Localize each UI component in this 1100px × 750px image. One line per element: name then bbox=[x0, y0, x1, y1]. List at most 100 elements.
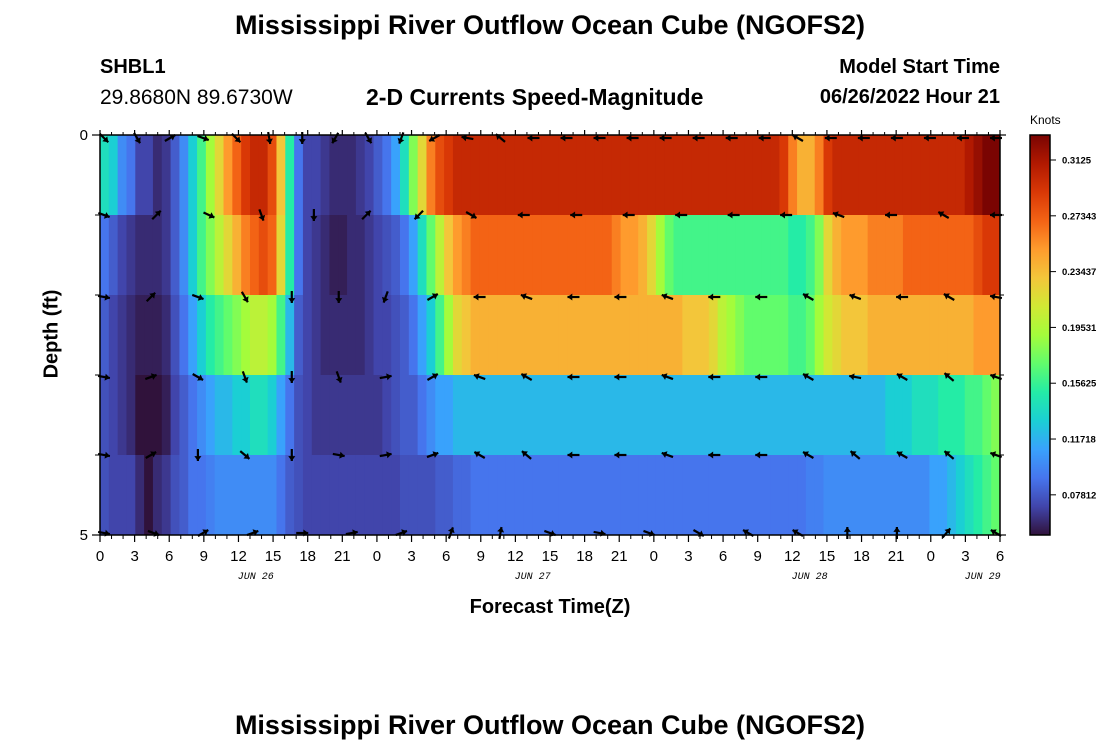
heatmap-cell bbox=[470, 135, 481, 216]
heatmap-cell bbox=[814, 375, 825, 456]
heatmap-cell bbox=[858, 215, 869, 296]
heatmap-cell bbox=[858, 295, 869, 376]
heatmap-cell bbox=[655, 295, 666, 376]
arrow-head bbox=[849, 293, 856, 300]
heatmap-cell bbox=[355, 375, 366, 456]
x-tick-label: 15 bbox=[265, 548, 282, 565]
colorbar-tick-label: 0.27343 bbox=[1062, 211, 1096, 222]
current-arrow bbox=[943, 372, 955, 382]
arrow-head bbox=[288, 378, 296, 383]
heatmap-cell bbox=[100, 215, 110, 296]
heatmap-cell bbox=[576, 375, 586, 456]
heatmap-cell bbox=[620, 135, 631, 216]
heatmap-cell bbox=[444, 295, 454, 376]
current-arrow bbox=[614, 373, 627, 381]
heatmap-cell bbox=[364, 135, 375, 216]
heatmap-cell bbox=[302, 375, 313, 456]
heatmap-cell bbox=[267, 455, 278, 535]
arrow-head bbox=[850, 451, 857, 457]
current-arrow bbox=[755, 293, 768, 301]
current-arrow bbox=[379, 451, 392, 459]
arrow-head bbox=[150, 451, 157, 458]
current-arrow bbox=[517, 211, 530, 219]
heatmap-cell bbox=[735, 135, 745, 216]
heatmap-cell bbox=[832, 455, 842, 535]
heatmap-cell bbox=[611, 215, 622, 296]
heatmap-cell bbox=[400, 295, 410, 376]
arrow-head bbox=[202, 529, 209, 536]
heatmap-cell bbox=[929, 295, 939, 376]
heatmap-cell bbox=[444, 455, 454, 535]
current-arrow bbox=[473, 293, 486, 301]
heatmap-cell bbox=[285, 215, 295, 296]
arrow-head bbox=[570, 211, 576, 219]
current-arrow bbox=[426, 293, 439, 301]
heatmap-cell bbox=[417, 295, 428, 376]
current-arrow bbox=[426, 451, 439, 459]
current-arrow bbox=[923, 134, 936, 142]
heatmap-cell bbox=[223, 295, 233, 376]
heatmap-cell bbox=[197, 135, 207, 216]
heatmap-cell bbox=[541, 215, 551, 296]
heatmap-cell bbox=[673, 295, 683, 376]
current-arrow bbox=[692, 134, 705, 142]
arrow-head bbox=[134, 137, 141, 144]
arrow-head bbox=[792, 529, 799, 536]
current-arrow bbox=[151, 209, 162, 221]
heatmap-cell bbox=[602, 215, 613, 296]
current-arrow bbox=[473, 451, 486, 459]
heatmap-cell bbox=[188, 135, 198, 216]
heatmap-cell bbox=[250, 135, 260, 216]
arrow-head bbox=[943, 293, 950, 300]
arrow-head bbox=[614, 373, 620, 381]
colorbar-tick-label: 0.15625 bbox=[1062, 379, 1097, 390]
current-arrow bbox=[802, 293, 814, 301]
current-arrow bbox=[849, 450, 861, 460]
heatmap-cell bbox=[850, 375, 860, 456]
heatmap-cell bbox=[258, 215, 269, 296]
current-arrow bbox=[164, 134, 176, 142]
arrow-head bbox=[432, 451, 439, 458]
heatmap-cell bbox=[161, 215, 172, 296]
heatmap-cell bbox=[347, 295, 357, 376]
arrow-head bbox=[593, 134, 599, 142]
heatmap-cell bbox=[894, 375, 904, 456]
heatmap-cell bbox=[214, 215, 225, 296]
heatmap-cell bbox=[329, 375, 339, 456]
current-arrow bbox=[758, 134, 771, 142]
heatmap-cell bbox=[717, 135, 728, 216]
current-arrow bbox=[626, 134, 639, 142]
heatmap-cell bbox=[585, 135, 595, 216]
heatmap-cell bbox=[744, 135, 754, 216]
arrow-head bbox=[470, 212, 477, 219]
heatmap-cell bbox=[488, 455, 498, 535]
arrow-head bbox=[708, 451, 714, 459]
heatmap-cell bbox=[532, 135, 542, 216]
heatmap-cell bbox=[470, 375, 481, 456]
heatmap-cell bbox=[320, 215, 331, 296]
heatmap-cell bbox=[629, 295, 639, 376]
y-tick-label: 0 bbox=[80, 127, 88, 144]
heatmap-cell bbox=[682, 375, 692, 456]
heatmap-cell bbox=[497, 375, 507, 456]
heatmap-cell bbox=[285, 375, 295, 456]
arrow-head bbox=[386, 373, 392, 381]
heatmap-cell bbox=[779, 375, 789, 456]
heatmap-cell bbox=[682, 135, 692, 216]
heatmap-cell bbox=[214, 135, 225, 216]
heatmap-cell bbox=[629, 375, 639, 456]
heatmap-cell bbox=[170, 215, 181, 296]
heatmap-cell bbox=[408, 135, 419, 216]
current-arrow bbox=[335, 370, 343, 384]
heatmap-cell bbox=[550, 375, 560, 456]
heatmap-cell bbox=[364, 375, 375, 456]
x-tick-label: 0 bbox=[96, 548, 104, 565]
heatmap-cell bbox=[514, 295, 525, 376]
heatmap-cell bbox=[611, 295, 622, 376]
heatmap-cell bbox=[894, 455, 904, 535]
current-arrow bbox=[560, 134, 573, 142]
heatmap-cell bbox=[744, 215, 754, 296]
heatmap-cell bbox=[497, 455, 507, 535]
colorbar-tick-label: 0.3125 bbox=[1062, 156, 1092, 167]
heatmap-cell bbox=[982, 375, 992, 456]
